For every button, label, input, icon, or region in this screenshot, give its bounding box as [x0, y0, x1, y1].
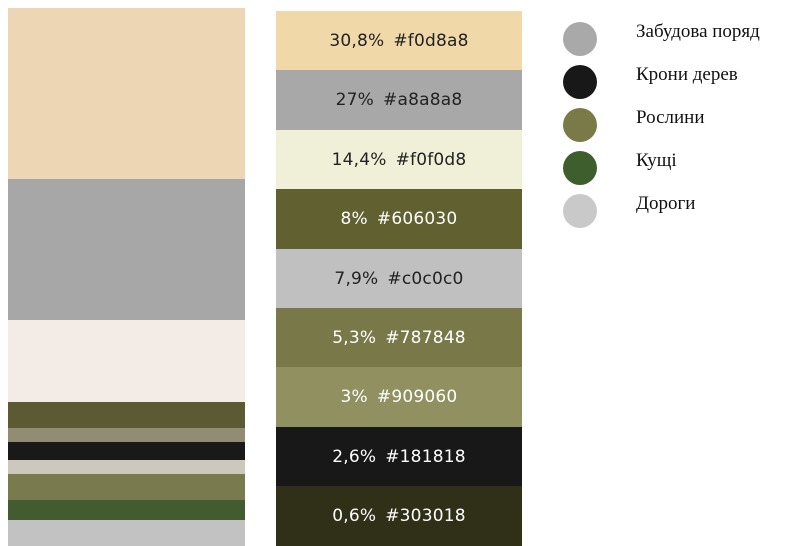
legend-label: Рослини	[636, 107, 705, 128]
swatch-hex-label: #303018	[385, 506, 466, 527]
swatch-row: 27% #a8a8a8	[276, 70, 522, 131]
swatch-percent-label: 5,3%	[332, 327, 377, 348]
legend-label: Забудова поряд	[636, 21, 760, 42]
stack-segment	[8, 473, 245, 501]
legend-label: Крони дерев	[636, 64, 738, 85]
swatch-row: 2,6% #181818	[276, 426, 522, 487]
stack-segment	[8, 442, 245, 461]
swatch-hex-label: #181818	[385, 446, 466, 467]
swatch-hex-label: #c0c0c0	[387, 268, 464, 289]
legend-label: Кущі	[636, 150, 677, 171]
stacked-color-bar	[8, 8, 245, 546]
legend-color-dot	[563, 151, 597, 185]
stack-segment	[8, 499, 245, 521]
legend-item: Крони дерев	[560, 61, 801, 99]
stack-segment	[8, 428, 245, 443]
swatch-percent-label: 27%	[335, 90, 375, 111]
swatch-percent-label: 0,6%	[332, 506, 377, 527]
swatch-hex-label: #a8a8a8	[383, 90, 463, 111]
legend-color-dot	[563, 22, 597, 56]
swatch-hex-label: #f0f0d8	[395, 149, 467, 170]
swatch-row: 14,4% #f0f0d8	[276, 129, 522, 190]
swatch-percent-label: 30,8%	[329, 30, 385, 51]
swatch-percent-label: 7,9%	[334, 268, 379, 289]
swatch-hex-label: #787848	[385, 327, 466, 348]
swatch-hex-label: #f0d8a8	[393, 30, 469, 51]
swatch-row: 3% #909060	[276, 367, 522, 428]
swatch-row: 7,9% #c0c0c0	[276, 248, 522, 309]
swatch-hex-label: #606030	[376, 209, 458, 230]
swatch-row: 5,3% #787848	[276, 308, 522, 368]
swatch-row: 8% #606030	[276, 189, 522, 250]
stack-segment	[8, 402, 245, 429]
stack-segment	[8, 178, 245, 320]
stack-segment	[8, 459, 245, 475]
stack-segment	[8, 319, 245, 403]
swatch-percent-label: 14,4%	[331, 149, 387, 170]
legend-color-dot	[563, 108, 597, 142]
swatch-hex-label: #909060	[376, 387, 458, 408]
swatch-percent-label: 8%	[340, 209, 368, 230]
legend-color-dot	[563, 194, 597, 228]
legend-item: Кущі	[560, 147, 801, 185]
swatch-row: 0,6% #303018	[276, 486, 522, 546]
legend-item: Рослини	[560, 104, 801, 142]
stack-segment	[8, 519, 245, 546]
legend-color-dot	[563, 65, 597, 99]
color-swatch-table: 30,8% #f0d8a8 27% #a8a8a8 14,4% #f0f0d8 8% #606…	[276, 11, 522, 546]
swatch-percent-label: 2,6%	[332, 446, 377, 467]
swatch-row: 30,8% #f0d8a8	[276, 11, 522, 71]
legend-label: Дороги	[636, 193, 696, 214]
legend-item: Дороги	[560, 190, 801, 228]
swatch-percent-label: 3%	[340, 387, 368, 408]
legend-item: Забудова поряд	[560, 18, 801, 56]
stack-segment	[8, 8, 245, 180]
